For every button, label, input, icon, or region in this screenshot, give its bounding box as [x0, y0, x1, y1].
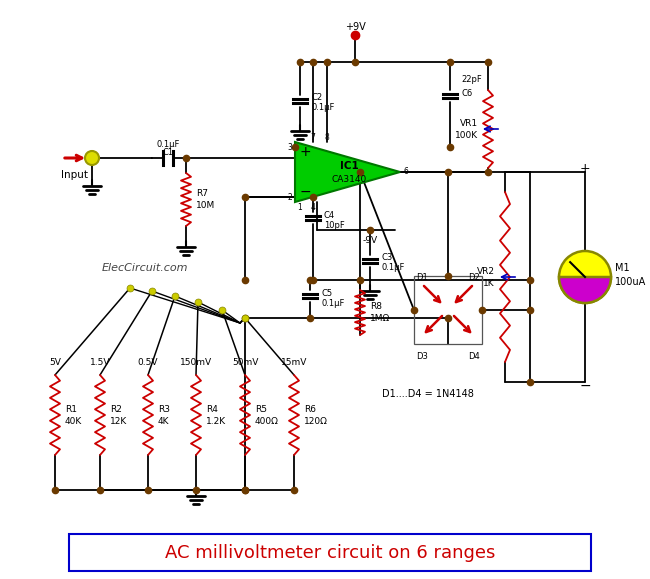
Text: R3: R3 [158, 405, 170, 413]
Text: D4: D4 [468, 352, 480, 361]
Text: C1: C1 [162, 148, 174, 157]
Text: 10pF: 10pF [324, 221, 344, 229]
Bar [414, 276, 482, 344]
Text: 120Ω: 120Ω [304, 416, 328, 426]
Text: 7: 7 [311, 133, 315, 141]
Text: 12K: 12K [110, 416, 127, 426]
Text: C5: C5 [321, 288, 332, 298]
Text: 10M: 10M [196, 201, 215, 210]
Text: 0.1μF: 0.1μF [381, 263, 404, 273]
Text: 22pF: 22pF [461, 75, 482, 85]
Wedge shape [559, 277, 611, 303]
Text: 8: 8 [324, 133, 330, 141]
Polygon shape [295, 142, 400, 202]
Text: D1: D1 [416, 273, 428, 282]
Text: C4: C4 [324, 211, 335, 219]
Text: 4K: 4K [158, 416, 170, 426]
Text: R5: R5 [255, 405, 267, 413]
Text: −: − [299, 185, 311, 199]
Text: +9V: +9V [344, 22, 365, 32]
Text: ElecCircuit.com: ElecCircuit.com [102, 263, 188, 273]
Text: +: + [299, 145, 311, 159]
Text: 100uA: 100uA [615, 277, 646, 287]
Text: 5V: 5V [49, 358, 61, 367]
Text: 3: 3 [287, 142, 292, 152]
Text: 150mV: 150mV [180, 358, 212, 367]
Text: CA3140: CA3140 [332, 174, 367, 184]
Text: D2: D2 [468, 273, 480, 282]
Text: 1: 1 [298, 203, 302, 211]
Text: AC millivoltmeter circuit on 6 ranges: AC millivoltmeter circuit on 6 ranges [165, 544, 495, 562]
Text: R1: R1 [65, 405, 77, 413]
Text: R6: R6 [304, 405, 316, 413]
Text: R4: R4 [206, 405, 218, 413]
Text: R8: R8 [370, 302, 382, 311]
Text: 1.2K: 1.2K [206, 416, 226, 426]
Text: 4: 4 [311, 203, 315, 211]
Text: M1: M1 [615, 263, 630, 273]
FancyBboxPatch shape [69, 534, 591, 571]
Text: IC1: IC1 [340, 161, 359, 171]
Text: C6: C6 [461, 89, 473, 97]
Text: VR2: VR2 [477, 266, 495, 276]
Text: VR1: VR1 [460, 119, 478, 127]
Circle shape [85, 151, 99, 165]
Text: 1MΩ: 1MΩ [370, 314, 390, 323]
Circle shape [559, 251, 611, 303]
Text: D3: D3 [416, 352, 428, 361]
Text: 15mV: 15mV [281, 358, 307, 367]
Text: 1.5V: 1.5V [90, 358, 110, 367]
Text: R2: R2 [110, 405, 122, 413]
Text: Input: Input [62, 170, 88, 180]
Text: 0.1μF: 0.1μF [311, 104, 334, 112]
Text: 0.1μF: 0.1μF [156, 140, 179, 149]
Text: C3: C3 [381, 254, 392, 262]
Text: 40K: 40K [65, 416, 83, 426]
Text: 400Ω: 400Ω [255, 416, 279, 426]
Text: 100K: 100K [455, 130, 478, 140]
Text: 0.1μF: 0.1μF [321, 299, 345, 307]
Text: +: + [580, 162, 590, 174]
Text: C2: C2 [311, 93, 322, 102]
Text: 6: 6 [403, 167, 408, 177]
Text: 2: 2 [287, 192, 292, 201]
Text: -9V: -9V [363, 236, 378, 245]
Text: 0.5V: 0.5V [138, 358, 158, 367]
Text: 50mV: 50mV [232, 358, 258, 367]
Text: 1K: 1K [484, 278, 495, 288]
Text: −: − [579, 379, 591, 393]
Text: R7: R7 [196, 189, 208, 198]
Text: D1....D4 = 1N4148: D1....D4 = 1N4148 [382, 389, 474, 399]
